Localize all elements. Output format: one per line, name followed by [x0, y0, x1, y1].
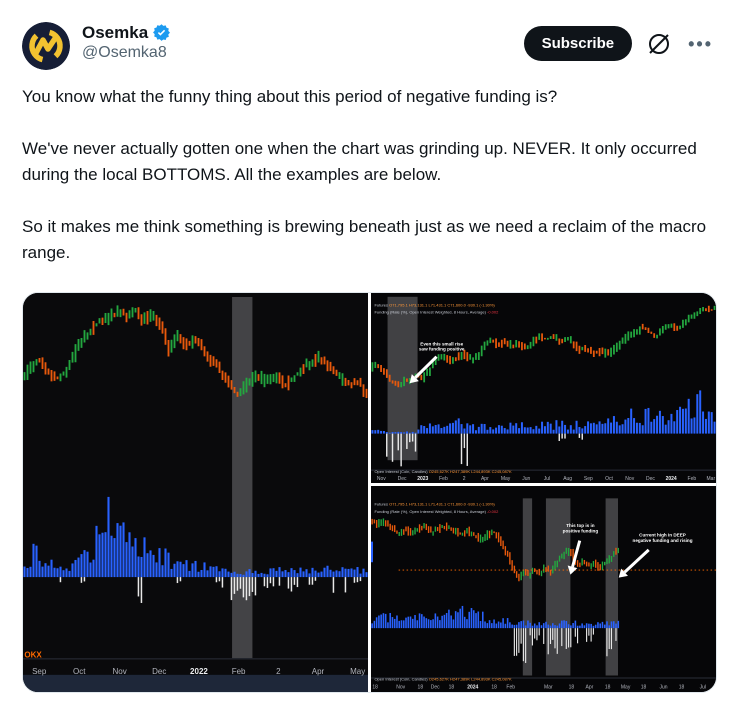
x-axis-label: Oct — [73, 667, 86, 676]
x-axis-label: 18 — [491, 684, 497, 690]
x-axis-label: 18 — [449, 684, 455, 690]
chart-annotation: Current high in DEEP negative funding and… — [633, 532, 693, 542]
top-right-chart-svg: Nov Dec 2023 Feb 2 Apr May Jun Jul Aug Sep Oct Nov De… — [371, 293, 716, 483]
x-axis-label: 18 — [569, 684, 575, 690]
tweet-paragraph-3: So it makes me think something is brewin… — [22, 217, 707, 262]
annotation-arrow — [567, 565, 578, 575]
x-axis-label: Mar — [707, 476, 716, 482]
x-axis-label: Jul — [544, 476, 550, 482]
x-axis-label: Sep — [32, 667, 47, 676]
x-axis-label: Jul — [700, 684, 706, 690]
x-axis-label: 18 — [418, 684, 424, 690]
x-axis-label: Feb — [506, 684, 515, 690]
subscribe-button[interactable]: Subscribe — [523, 26, 633, 61]
x-axis-label: 2024 — [467, 684, 478, 690]
tweet-paragraph-2: We've never actually gotten one when the… — [22, 139, 697, 184]
x-axis-label: Nov — [112, 667, 126, 676]
chart-legend: Open Interest (Coin, Candles) O245,627K … — [374, 677, 512, 682]
chart-legend: OKX — [24, 650, 42, 659]
x-axis-label: Aug — [563, 476, 572, 482]
chart-legend: Futures O71,795.1 H73,131.1 L71,431.1 C7… — [374, 501, 495, 506]
more-button[interactable]: ••• — [686, 35, 715, 53]
x-axis-label: Sep — [584, 476, 593, 482]
annotation-arrow — [618, 568, 628, 578]
bottom-toolbar-strip — [23, 674, 368, 692]
x-axis-label: May — [350, 667, 365, 676]
chart-legend: Funding (Rate (%), Open Interest Weighte… — [374, 509, 499, 514]
chart-annotation: Even this small rise saw funding positive — [419, 341, 465, 351]
x-axis-label: Apr — [481, 476, 489, 482]
x-axis-label: Feb — [688, 476, 697, 482]
author-handle[interactable]: @Osemka8 — [82, 44, 167, 62]
highlight-band — [522, 498, 533, 676]
x-axis-label: 18 — [679, 684, 685, 690]
tweet-header: Osemka @Osemka8 Subscribe ••• — [22, 22, 715, 70]
chart-image-bottom-right[interactable]: 18 Nov 18 Dec 18 2024 18 Feb Mar 18 Apr 18 May 18 Jun 1… — [371, 486, 716, 692]
header-actions: Subscribe ••• — [523, 22, 715, 61]
x-axis-label: Jun — [660, 684, 668, 690]
left-chart-svg: Sep Oct Nov Dec 2022 Feb 2 Apr May OKX — [23, 293, 368, 692]
x-axis-label: Apr — [585, 684, 593, 690]
chart-legend: Futures O71,795.1 H73,131.1 L71,431.1 C7… — [374, 303, 495, 308]
x-axis-label: 2024 — [666, 476, 677, 482]
x-axis-label: 18 — [641, 684, 647, 690]
x-axis-label: Jun — [522, 476, 530, 482]
x-axis-label: Feb — [439, 476, 448, 482]
avatar[interactable] — [22, 22, 70, 70]
x-axis-label: 2023 — [417, 476, 428, 482]
chart-annotation: This top is in positive funding — [563, 523, 599, 533]
x-axis-label: Nov — [396, 684, 405, 690]
media-grid: Sep Oct Nov Dec 2022 Feb 2 Apr May OKX Nov Dec 2023… — [22, 292, 717, 693]
x-axis-label: 18 — [605, 684, 611, 690]
x-axis-label: Nov — [377, 476, 386, 482]
x-axis-label: 18 — [372, 684, 378, 690]
x-axis-label: May — [621, 684, 631, 690]
ellipsis-icon: ••• — [688, 33, 713, 54]
annotation-arrow — [409, 374, 419, 384]
grok-button[interactable] — [646, 31, 672, 57]
x-axis-label: 2022 — [190, 667, 208, 676]
x-axis-label: Dec — [152, 667, 166, 676]
x-axis-label: Dec — [646, 476, 655, 482]
bottom-right-chart-svg: 18 Nov 18 Dec 18 2024 18 Feb Mar 18 Apr 18 May 18 Jun 1… — [371, 486, 716, 692]
tweet-card: Osemka @Osemka8 Subscribe ••• You know — [22, 22, 717, 693]
tweet-paragraph-1: You know what the funny thing about this… — [22, 87, 558, 106]
x-axis-label: Dec — [431, 684, 440, 690]
highlight-band — [232, 296, 253, 659]
x-axis-label: Mar — [544, 684, 553, 690]
verified-badge-icon — [153, 24, 171, 41]
display-name[interactable]: Osemka — [82, 23, 149, 42]
chart-image-top-right[interactable]: Nov Dec 2023 Feb 2 Apr May Jun Jul Aug Sep Oct Nov De… — [371, 293, 716, 483]
x-axis-label: May — [501, 476, 511, 482]
chart-legend: Funding (Rate (%), Open Interest Weighte… — [374, 310, 499, 315]
grok-slashed-circle-icon — [649, 33, 670, 54]
x-axis-label: 2 — [463, 476, 466, 482]
chart-image-left[interactable]: Sep Oct Nov Dec 2022 Feb 2 Apr May OKX — [23, 293, 368, 692]
x-axis-label: Apr — [312, 667, 325, 676]
x-axis-label: Feb — [232, 667, 246, 676]
x-axis-label: 2 — [276, 667, 281, 676]
x-axis-label: Nov — [625, 476, 634, 482]
tweet-body: You know what the funny thing about this… — [22, 84, 715, 266]
author-names: Osemka @Osemka8 — [82, 22, 171, 63]
x-axis-label: Oct — [605, 476, 613, 482]
chart-legend: Open Interest (Coin, Candles) O245,627K … — [374, 469, 512, 474]
x-axis-label: Dec — [398, 476, 407, 482]
